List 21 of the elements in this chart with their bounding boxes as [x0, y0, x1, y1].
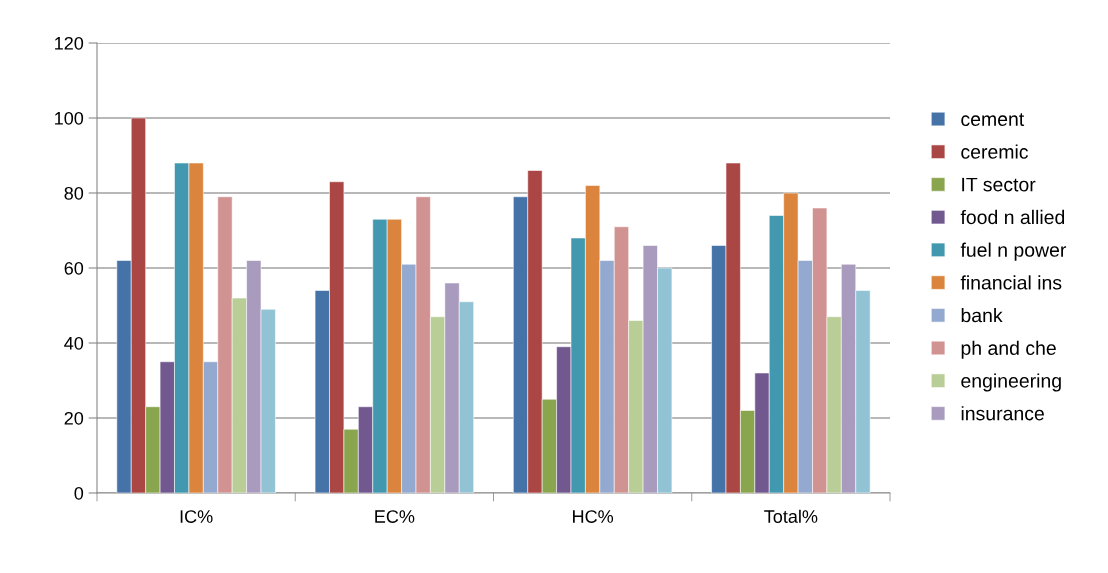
legend-label: IT sector	[962, 177, 1036, 192]
legend-label: bank	[961, 308, 1003, 323]
x-tick-label: HC%	[573, 510, 614, 523]
x-tick-label: IC%	[180, 510, 213, 523]
y-tick-label: 100	[55, 111, 84, 125]
y-tick-label: 0	[74, 486, 84, 500]
y-tick-label: 80	[64, 186, 84, 200]
x-tick-label: Total%	[764, 509, 818, 523]
y-tick-label: 40	[64, 336, 84, 350]
legend-label: ceremic	[961, 144, 1029, 159]
y-tick-label: 120	[55, 36, 84, 50]
legend-label: insurance	[961, 406, 1044, 421]
x-tick-label: EC%	[375, 510, 415, 523]
legend-label: engineering	[961, 373, 1061, 392]
y-tick-label: 60	[64, 261, 84, 275]
legend-label: financial ins	[960, 275, 1062, 290]
legend-label: food n allied	[960, 209, 1065, 225]
legend-label: ph and che	[961, 340, 1056, 359]
legend-label: cement	[961, 113, 1025, 127]
y-tick-label: 20	[64, 411, 84, 425]
legend-label: fuel n power	[960, 242, 1067, 261]
